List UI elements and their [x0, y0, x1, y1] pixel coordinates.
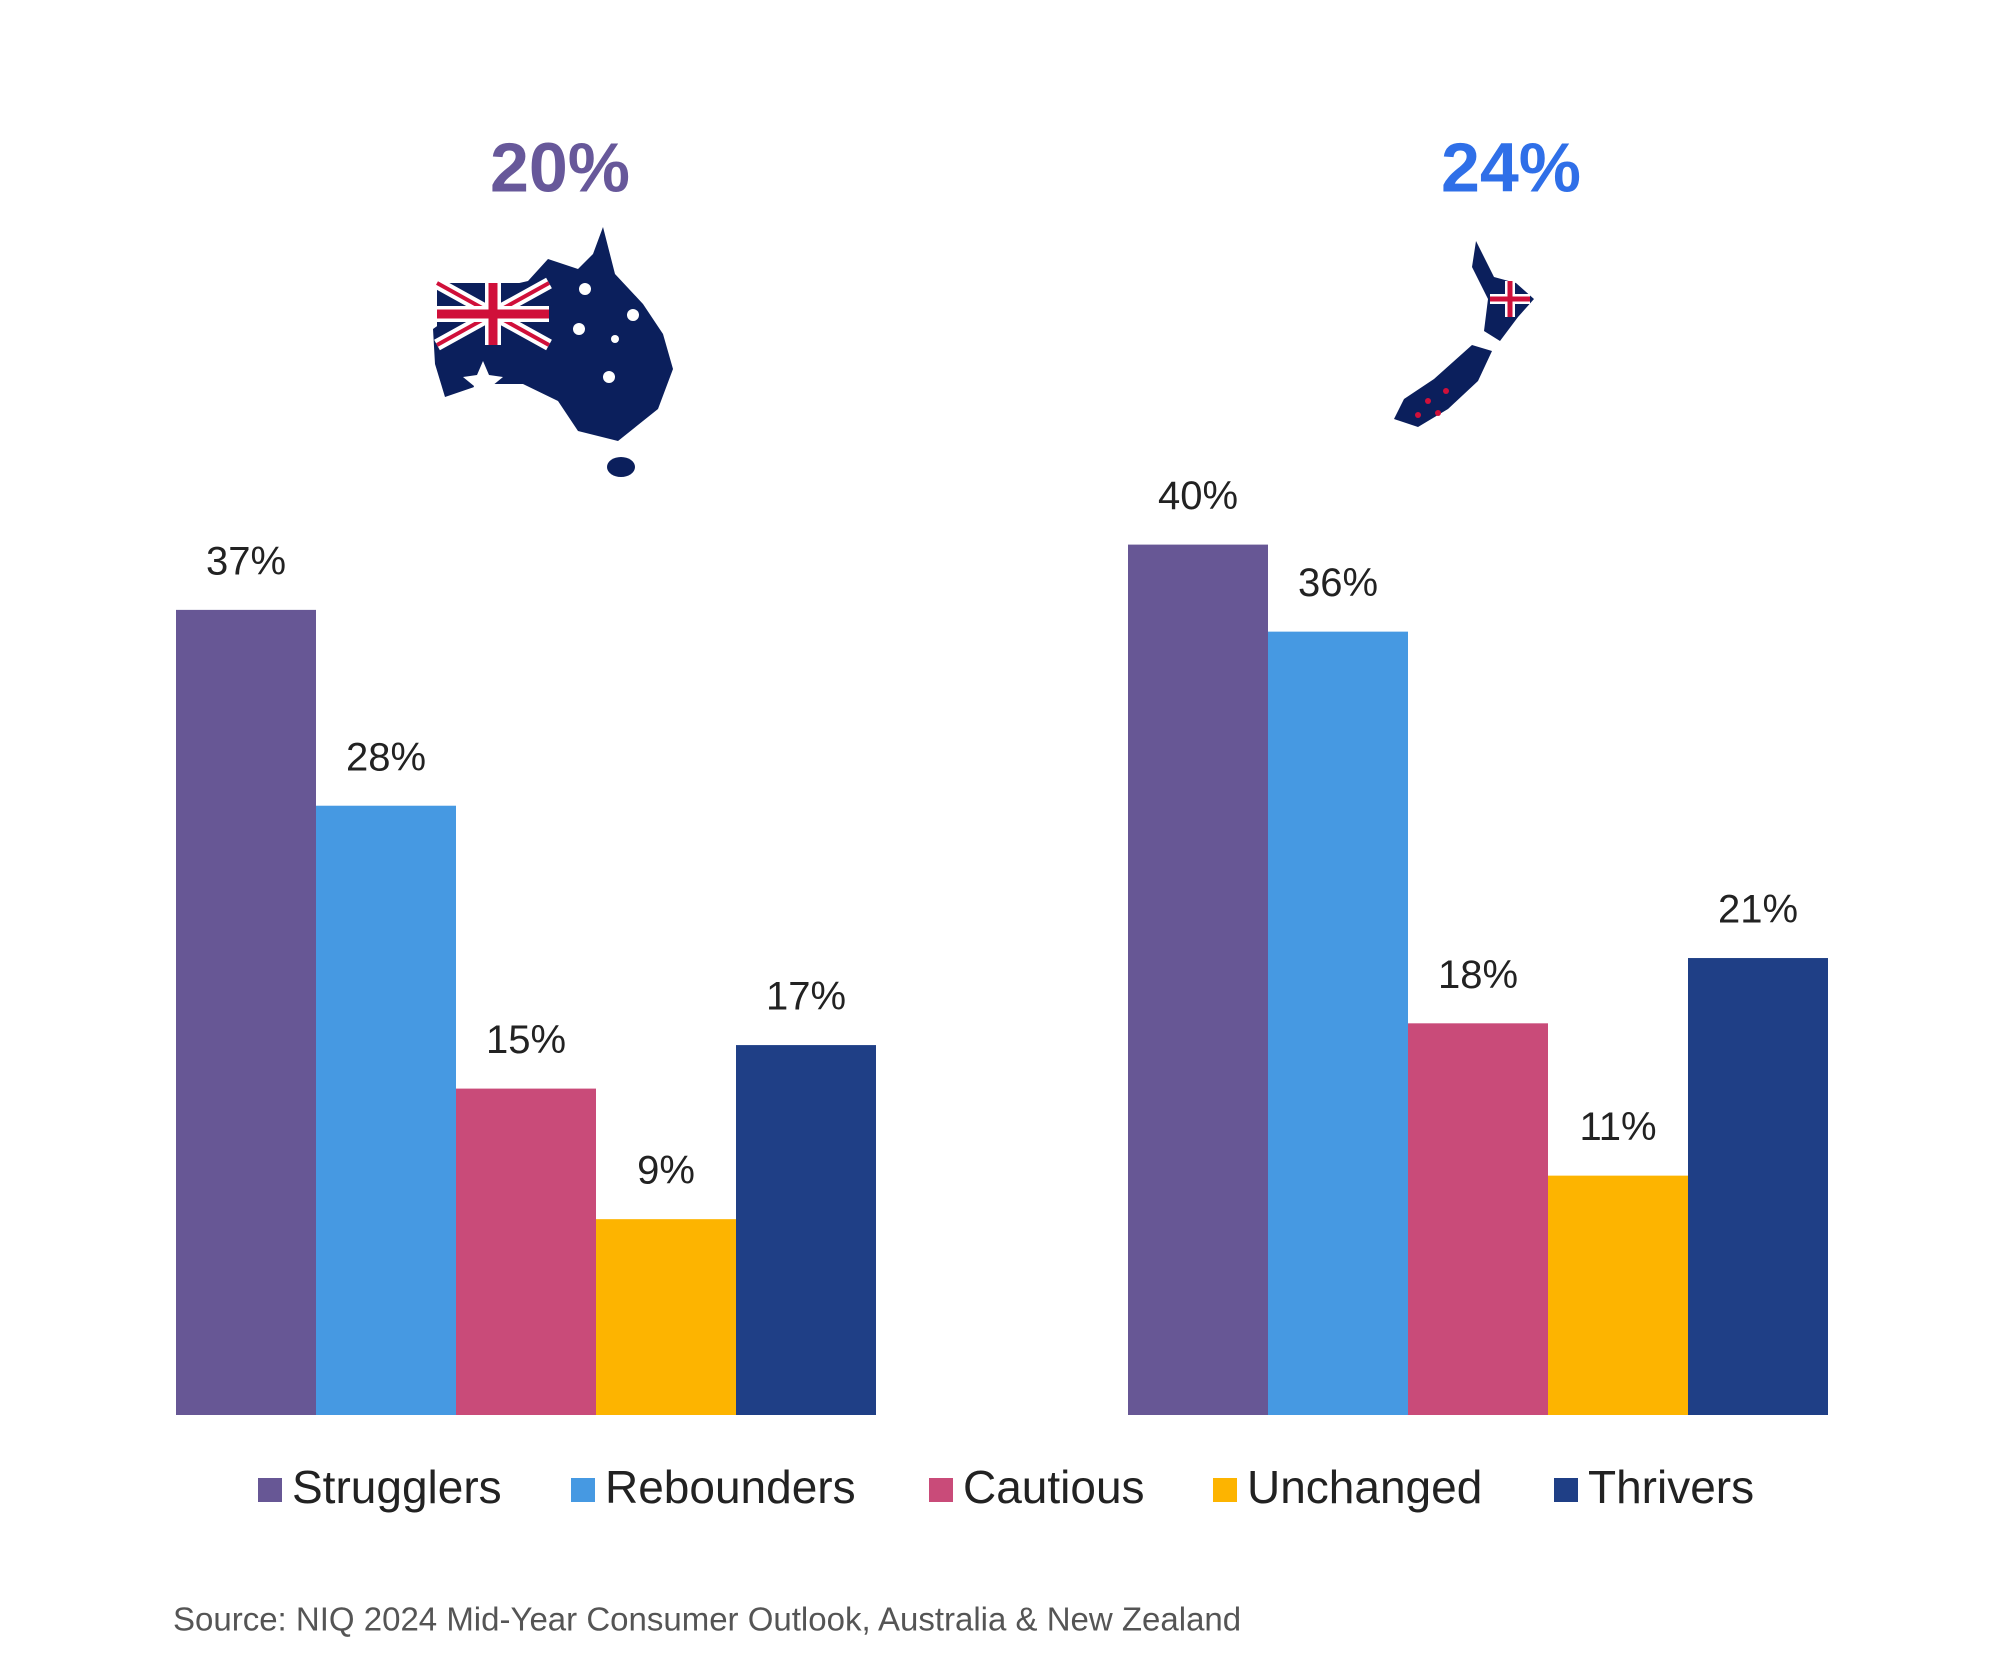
source: Source: NIQ 2024 Mid-Year Consumer Outlo… [173, 1601, 1241, 1638]
data-label: 11% [1579, 1105, 1656, 1149]
data-label: 40% [1158, 474, 1238, 518]
legend-label: Strugglers [292, 1461, 502, 1513]
legend-swatch [571, 1478, 595, 1502]
bar [596, 1219, 736, 1415]
data-label: 36% [1298, 561, 1378, 605]
bar [456, 1088, 596, 1415]
headline-value: 24% [1441, 128, 1581, 206]
data-label: 18% [1438, 953, 1518, 997]
data-label: 15% [486, 1018, 566, 1062]
bar [736, 1045, 876, 1415]
bar [1268, 631, 1408, 1415]
data-label: 9% [637, 1149, 695, 1193]
data-label: 21% [1718, 888, 1798, 932]
legend-label: Rebounders [605, 1461, 856, 1513]
bar [1408, 1023, 1548, 1415]
bar [1688, 958, 1828, 1415]
legend-label: Thrivers [1588, 1461, 1754, 1513]
bar [316, 805, 456, 1415]
data-label: 37% [206, 539, 286, 583]
headline-value: 20% [490, 128, 630, 206]
bar [176, 609, 316, 1415]
legend-swatch [258, 1478, 282, 1502]
data-label: 17% [766, 975, 846, 1019]
bar [1548, 1175, 1688, 1415]
data-label: 28% [346, 735, 426, 779]
new-zealand-map [1394, 241, 1534, 427]
legend-swatch [1554, 1478, 1578, 1502]
legend-swatch [929, 1478, 953, 1502]
australia-map [433, 227, 673, 477]
legend-swatch [1213, 1478, 1237, 1502]
legend-label: Unchanged [1247, 1461, 1482, 1513]
bar [1128, 544, 1268, 1415]
legend-label: Cautious [963, 1461, 1145, 1513]
